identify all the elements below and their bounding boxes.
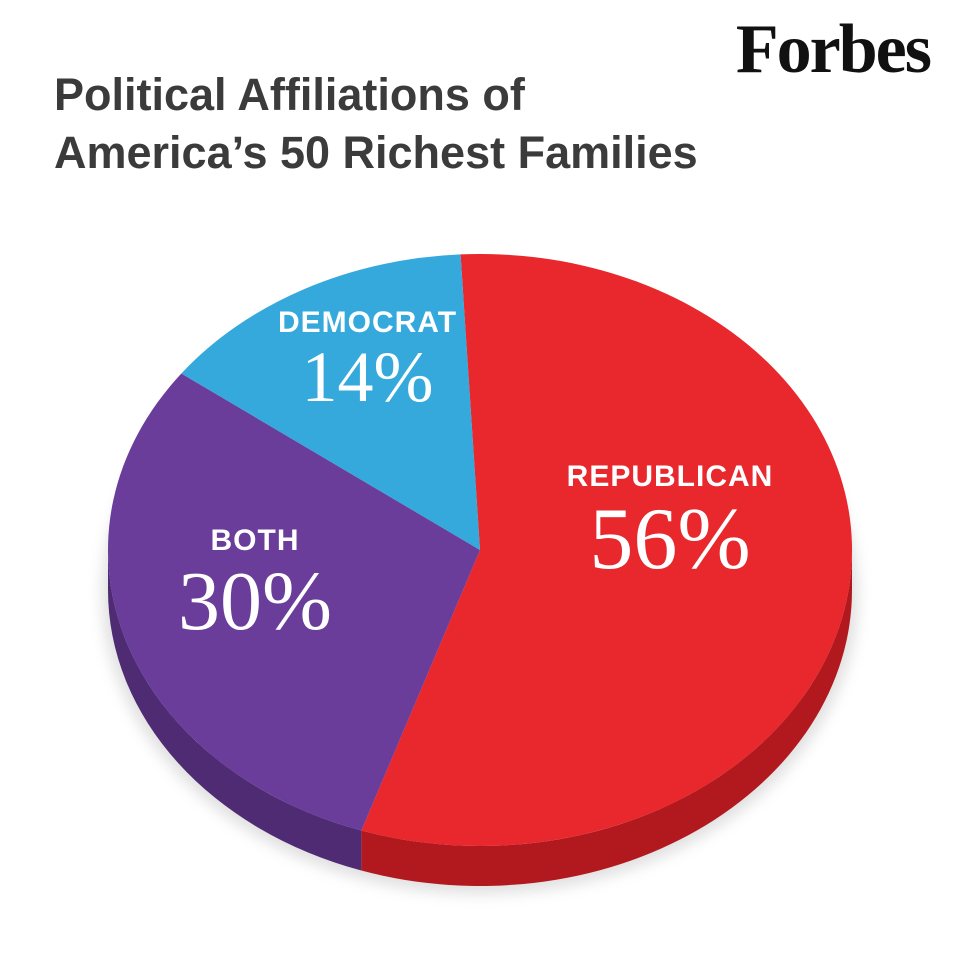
pie-slice-democrat <box>181 254 480 550</box>
pie-side-both <box>108 550 362 871</box>
page-title-line1: Political Affiliations of <box>54 69 525 120</box>
forbes-logo: Forbes <box>735 11 932 88</box>
page-title: Political Affiliations of America’s 50 Ri… <box>54 66 698 181</box>
pie-slice-both <box>108 373 480 831</box>
page-title-line2: America’s 50 Richest Families <box>54 126 698 178</box>
pie-side-republican <box>361 550 852 886</box>
pie-slice-republican <box>361 254 853 847</box>
